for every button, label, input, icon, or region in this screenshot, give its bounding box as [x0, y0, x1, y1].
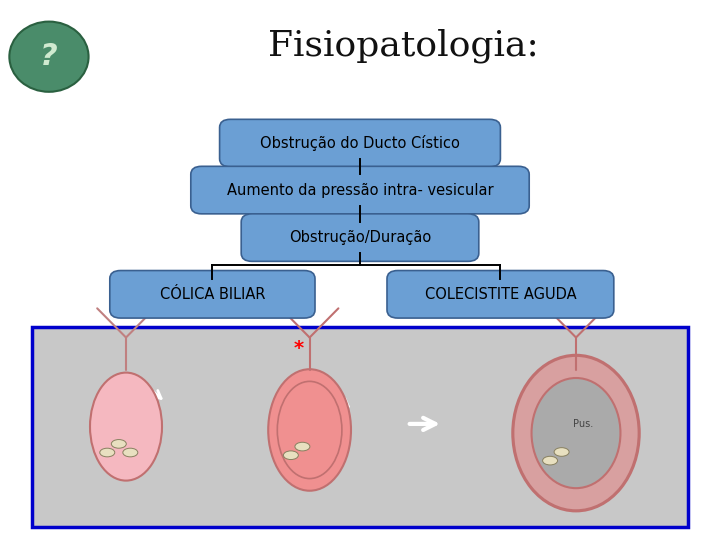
FancyBboxPatch shape	[191, 166, 529, 214]
Ellipse shape	[100, 448, 114, 457]
Ellipse shape	[277, 381, 342, 478]
Ellipse shape	[543, 456, 557, 465]
Ellipse shape	[9, 22, 89, 92]
Ellipse shape	[123, 448, 138, 457]
Text: Obstrução do Ducto Cístico: Obstrução do Ducto Cístico	[260, 135, 460, 151]
Ellipse shape	[269, 369, 351, 491]
Text: *: *	[294, 339, 304, 358]
Text: Fisiopatologia:: Fisiopatologia:	[268, 29, 539, 63]
Text: Aumento da pressão intra- vesicular: Aumento da pressão intra- vesicular	[227, 183, 493, 198]
Text: COLECISTITE AGUDA: COLECISTITE AGUDA	[425, 287, 576, 302]
FancyBboxPatch shape	[32, 327, 688, 526]
FancyBboxPatch shape	[220, 119, 500, 167]
Ellipse shape	[112, 440, 126, 448]
Text: Pus.: Pus.	[573, 419, 593, 429]
Text: CÓLICA BILIAR: CÓLICA BILIAR	[160, 287, 265, 302]
Ellipse shape	[90, 373, 162, 481]
FancyBboxPatch shape	[387, 271, 613, 318]
FancyBboxPatch shape	[109, 271, 315, 318]
Ellipse shape	[295, 442, 310, 451]
Text: ?: ?	[40, 42, 58, 71]
Ellipse shape	[513, 355, 639, 511]
Text: Obstrução/Duração: Obstrução/Duração	[289, 230, 431, 245]
Ellipse shape	[531, 378, 621, 488]
Ellipse shape	[554, 448, 569, 456]
FancyBboxPatch shape	[241, 214, 479, 261]
Ellipse shape	[284, 451, 298, 460]
